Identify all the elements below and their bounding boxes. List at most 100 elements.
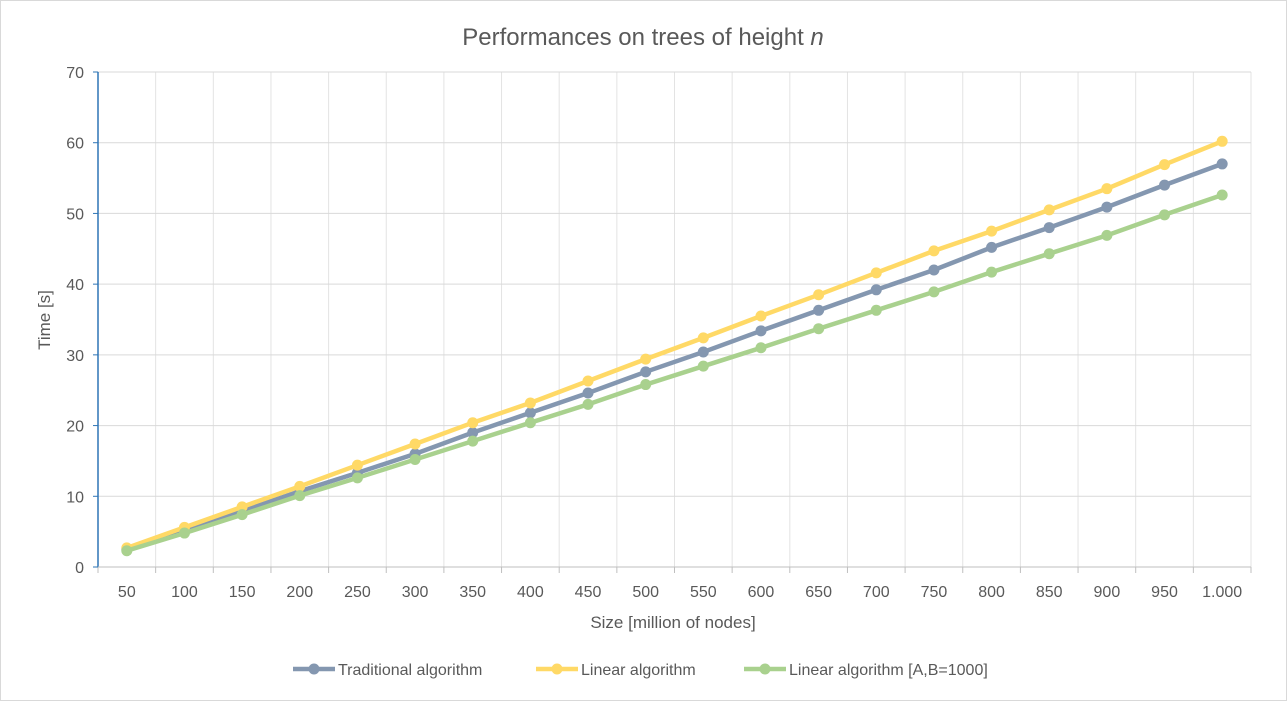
legend-item: Linear algorithm [536, 662, 696, 679]
data-point [524, 407, 536, 419]
data-point [1216, 158, 1228, 170]
data-point [178, 527, 190, 539]
data-point [813, 289, 825, 301]
data-point [1216, 189, 1228, 201]
data-point [640, 379, 652, 391]
gridlines [98, 71, 1252, 567]
series-line [124, 192, 1225, 553]
x-tick-label: 550 [690, 584, 717, 601]
data-point [697, 360, 709, 372]
data-point [294, 480, 306, 492]
y-tick-labels: 0 10 20 30 40 50 60 70 [66, 65, 84, 577]
data-point [986, 225, 998, 237]
data-point [467, 427, 479, 439]
legend-item: Linear algorithm [A,B=1000] [744, 662, 988, 679]
data-point [1043, 222, 1055, 234]
y-tick-label: 30 [66, 348, 84, 365]
y-tick-label: 60 [66, 136, 84, 153]
legend-label: Linear algorithm [581, 662, 696, 679]
x-tick-label: 50 [118, 584, 136, 601]
x-tick-label: 950 [1151, 584, 1178, 601]
x-tick-label: 500 [632, 584, 659, 601]
data-point [813, 304, 825, 316]
data-point [928, 286, 940, 298]
chart-title: Performances on trees of height n [462, 24, 824, 51]
data-point [467, 435, 479, 447]
data-point [351, 459, 363, 471]
data-point [1101, 229, 1113, 241]
data-point [986, 266, 998, 278]
y-tick-label: 40 [66, 277, 84, 294]
data-point [870, 267, 882, 279]
x-tick-label: 450 [575, 584, 602, 601]
data-point [1101, 201, 1113, 213]
data-point [409, 454, 421, 466]
x-tick-label: 600 [748, 584, 775, 601]
x-tick-label: 900 [1094, 584, 1121, 601]
data-point [1159, 179, 1171, 191]
data-point [928, 245, 940, 257]
data-point [524, 417, 536, 429]
x-tick-label: 400 [517, 584, 544, 601]
chart-title-italic: n [810, 24, 823, 51]
x-tick-label: 250 [344, 584, 371, 601]
y-tick-label: 50 [66, 206, 84, 223]
data-point [121, 545, 133, 557]
data-point [582, 387, 594, 399]
data-point [870, 304, 882, 316]
data-point [813, 323, 825, 335]
data-point [1159, 159, 1171, 171]
series-line [124, 161, 1225, 552]
x-tick-label: 150 [229, 584, 256, 601]
x-tick-labels: 50 100 150 200 250 300 350 400 450 500 550 600 650 70… [118, 584, 1242, 601]
data-point [697, 332, 709, 344]
legend-label: Linear algorithm [A,B=1000] [789, 662, 988, 679]
axes [93, 71, 1252, 573]
data-point [524, 397, 536, 409]
data-point [1101, 183, 1113, 195]
x-tick-label: 650 [805, 584, 832, 601]
y-tick-label: 20 [66, 419, 84, 436]
data-point [236, 509, 248, 521]
data-point [697, 346, 709, 358]
data-point [582, 398, 594, 410]
data-point [640, 353, 652, 365]
data-point [236, 501, 248, 513]
series-3 [121, 189, 1228, 557]
legend-swatch-marker [551, 663, 563, 675]
y-axis-title: Time [s] [35, 290, 54, 350]
x-tick-label: 100 [171, 584, 198, 601]
data-point [351, 472, 363, 484]
data-point [294, 490, 306, 502]
x-tick-label: 1.000 [1202, 584, 1242, 601]
data-point [1159, 209, 1171, 221]
data-point [582, 375, 594, 387]
x-tick-label: 700 [863, 584, 890, 601]
data-point [755, 325, 767, 337]
y-tick-label: 0 [75, 560, 84, 577]
data-point [755, 310, 767, 322]
data-point [928, 264, 940, 276]
data-point [409, 438, 421, 450]
x-tick-label: 800 [978, 584, 1005, 601]
data-point [755, 342, 767, 354]
data-point [467, 417, 479, 429]
series-group [121, 135, 1228, 557]
data-point [1216, 135, 1228, 147]
series-line [124, 139, 1225, 551]
chart-title-main: Performances on trees of height [462, 24, 810, 51]
x-tick-label: 350 [459, 584, 486, 601]
legend-item: Traditional algorithm [293, 662, 482, 679]
data-point [1043, 204, 1055, 216]
data-point [1043, 248, 1055, 260]
legend-label: Traditional algorithm [338, 662, 482, 679]
x-tick-label: 200 [286, 584, 313, 601]
x-tick-label: 300 [402, 584, 429, 601]
x-tick-label: 750 [921, 584, 948, 601]
x-axis-title: Size [million of nodes] [590, 613, 755, 632]
legend: Traditional algorithm Linear algorithm Lin… [293, 662, 988, 679]
y-tick-label: 10 [66, 489, 84, 506]
data-point [870, 284, 882, 296]
